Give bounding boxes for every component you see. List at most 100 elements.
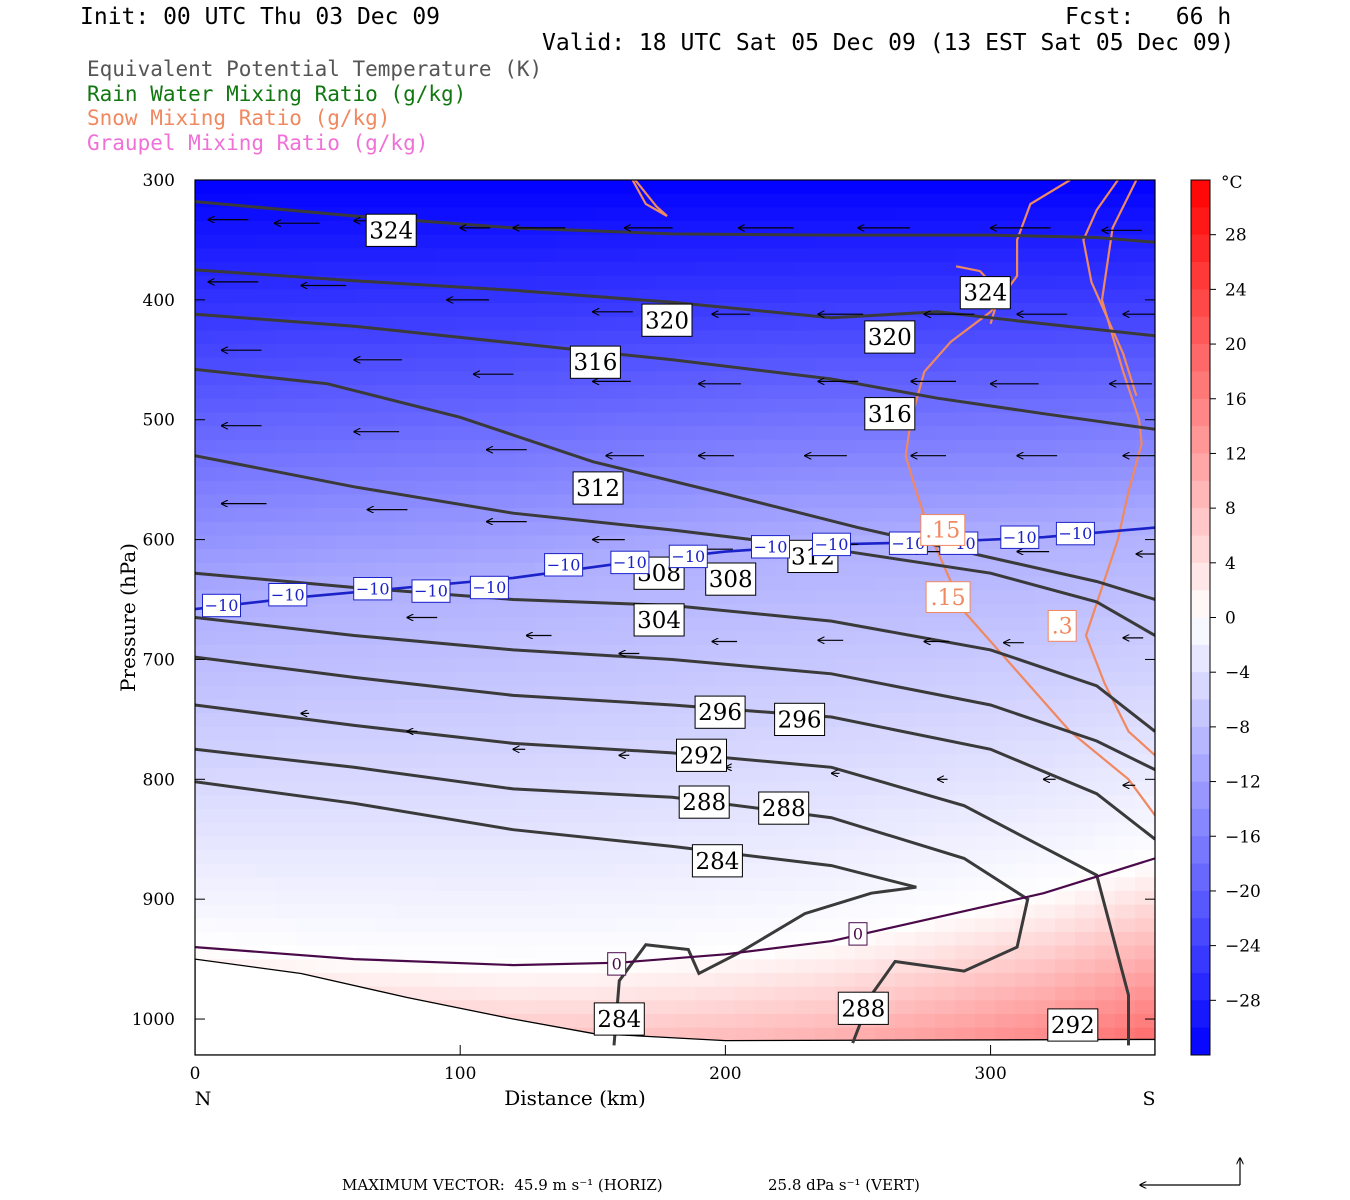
temperature-cell: [1055, 480, 1076, 496]
temperature-cell: [595, 699, 616, 714]
temperature-cell: [615, 453, 636, 468]
temperature-cell: [715, 986, 736, 1001]
temperature-cell: [635, 672, 656, 687]
temperature-cell: [1095, 781, 1116, 796]
temperature-cell: [875, 904, 896, 919]
temperature-cell: [695, 330, 716, 345]
temperature-cell: [435, 467, 456, 482]
temperature-cell: [555, 890, 576, 906]
temperature-cell: [555, 795, 576, 810]
temperature-cell: [575, 631, 596, 646]
temperature-cell: [835, 289, 856, 304]
temperature-cell: [415, 699, 436, 714]
temperature-cell: [335, 453, 356, 468]
temperature-cell: [435, 932, 456, 947]
temperature-cell: [475, 754, 496, 769]
temperature-cell: [275, 385, 296, 400]
temperature-cell: [255, 426, 276, 441]
temperature-cell: [1015, 180, 1036, 195]
temperature-cell: [515, 480, 536, 496]
temperature-cell: [615, 426, 636, 441]
temperature-cell: [455, 877, 476, 892]
temperature-cell: [215, 849, 236, 865]
temperature-cell: [1135, 685, 1155, 701]
temperature-cell: [775, 877, 796, 892]
temperature-cell: [435, 699, 456, 714]
temperature-cell: [995, 781, 1016, 796]
temperature-cell: [555, 316, 576, 331]
temperature-cell: [655, 699, 676, 714]
temperature-cell: [815, 398, 836, 414]
temperature-cell: [395, 740, 416, 755]
temperature-cell: [235, 535, 256, 550]
temperature-cell: [615, 685, 636, 701]
temperature-cell: [915, 316, 936, 331]
temperature-cell: [255, 248, 276, 263]
temperature-cell: [315, 180, 336, 195]
temperature-cell: [535, 918, 556, 933]
temperature-cell: [535, 767, 556, 783]
temperature-cell: [435, 918, 456, 933]
temperature-cell: [955, 918, 976, 933]
temperature-cell: [315, 193, 336, 208]
temperature-cell: [455, 248, 476, 263]
temperature-cell: [815, 344, 836, 359]
temperature-cell: [975, 357, 996, 372]
temperature-cell: [395, 316, 416, 331]
temperature-cell: [535, 672, 556, 687]
temperature-cell: [435, 398, 456, 414]
temperature-cell: [295, 685, 316, 701]
temperature-cell: [935, 836, 956, 851]
temperature-cell: [995, 193, 1016, 208]
temperature-cell: [1115, 644, 1136, 660]
temperature-cell: [935, 439, 956, 455]
temperature-cell: [555, 1014, 576, 1029]
temperature-cell: [675, 344, 696, 359]
temperature-cell: [235, 740, 256, 755]
y-axis-label: Pressure (hPa): [116, 543, 140, 692]
temperature-cell: [595, 672, 616, 687]
temperature-cell: [215, 808, 236, 824]
temperature-cell: [615, 767, 636, 783]
temperature-cell: [1055, 453, 1076, 468]
temperature-cell: [415, 603, 436, 619]
temperature-cell: [535, 180, 556, 195]
temperature-cell: [675, 685, 696, 701]
svg-text:296: 296: [778, 707, 822, 733]
temperature-cell: [715, 1027, 736, 1042]
temperature-cell: [795, 576, 816, 591]
temperature-cell: [295, 932, 316, 947]
temperature-cell: [315, 631, 336, 646]
theta-e-label-3: 320: [864, 320, 916, 354]
temperature-cell: [195, 248, 216, 263]
temperature-cell: [955, 849, 976, 865]
temperature-cell: [775, 398, 796, 414]
temperature-cell: [275, 699, 296, 714]
colorbar-tick-label: 8: [1225, 499, 1236, 519]
temperature-cell: [575, 726, 596, 742]
temperature-cell: [875, 863, 896, 878]
temperature-cell: [575, 535, 596, 550]
temperature-cell: [695, 234, 716, 249]
temperature-cell: [315, 918, 336, 933]
temperature-cell: [915, 904, 936, 919]
temperature-cell: [775, 262, 796, 277]
temperature-cell: [1055, 890, 1076, 906]
temperature-cell: [655, 193, 676, 208]
temperature-cell: [895, 932, 916, 947]
temperature-cell: [1035, 986, 1056, 1001]
temperature-cell: [915, 740, 936, 755]
temperature-cell: [1135, 1014, 1155, 1029]
temperature-cell: [415, 904, 436, 919]
theta-e-contour-320: [195, 268, 1155, 338]
temperature-cell: [475, 877, 496, 892]
temperature-cell: [875, 849, 896, 865]
temperature-cell: [755, 262, 776, 277]
temperature-cell: [1135, 1027, 1155, 1042]
temperature-cell: [295, 959, 316, 974]
temperature-cell: [455, 973, 476, 988]
temperature-cell: [935, 767, 956, 783]
temperature-cell: [1075, 480, 1096, 496]
temperature-cell: [695, 1014, 716, 1029]
svg-text:−10: −10: [892, 534, 926, 553]
